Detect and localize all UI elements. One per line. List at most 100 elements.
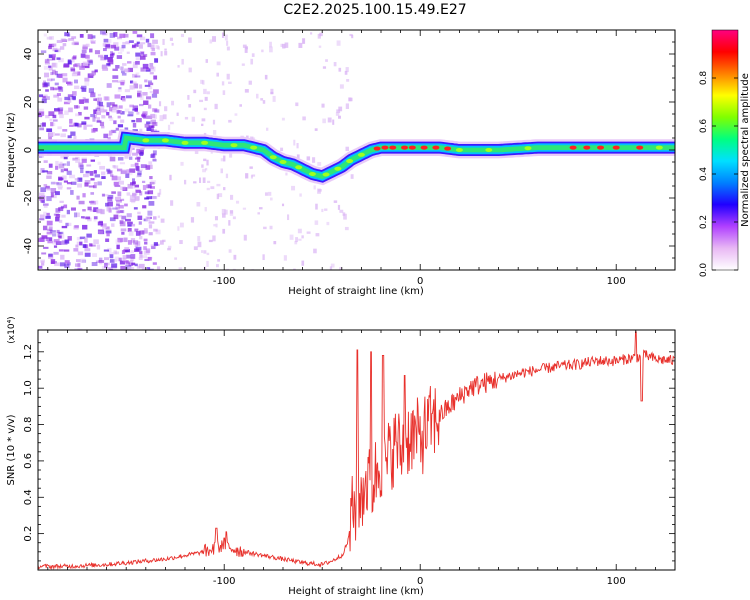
noise-speck	[228, 81, 232, 84]
noise-speck	[96, 117, 100, 122]
noise-speck	[54, 133, 60, 136]
noise-speck	[119, 260, 125, 265]
noise-speck	[111, 108, 118, 113]
noise-speck	[135, 61, 140, 65]
noise-speck	[74, 85, 80, 90]
noise-speck	[135, 189, 141, 193]
noise-speck	[44, 58, 49, 63]
noise-speck	[95, 97, 99, 102]
noise-speck	[67, 236, 72, 241]
noise-speck	[153, 242, 158, 246]
noise-speck	[103, 262, 108, 268]
noise-speck	[199, 99, 204, 103]
noise-speck	[106, 102, 111, 108]
noise-speck	[56, 93, 61, 97]
noise-speck	[63, 204, 68, 209]
colorbar-tick-label: 0.6	[699, 119, 709, 134]
noise-speck	[142, 92, 148, 96]
noise-speck	[78, 162, 84, 168]
noise-speck	[63, 156, 68, 160]
noise-speck	[120, 265, 126, 270]
noise-speck	[93, 114, 97, 119]
noise-speck	[98, 105, 105, 108]
noise-speck	[80, 85, 87, 90]
noise-speck	[203, 250, 207, 254]
noise-speck	[120, 81, 125, 86]
noise-speck	[67, 94, 74, 98]
noise-speck	[131, 119, 136, 123]
noise-speck	[104, 262, 110, 266]
noise-speck	[105, 230, 112, 234]
noise-speck	[114, 46, 120, 51]
noise-speck	[128, 40, 134, 43]
ridge-peak	[230, 143, 238, 148]
noise-speck	[151, 245, 156, 250]
noise-speck	[91, 262, 98, 267]
noise-speck	[53, 245, 58, 248]
noise-speck	[120, 119, 125, 123]
noise-speck	[48, 65, 53, 71]
noise-speck	[51, 62, 56, 67]
noise-speck	[87, 34, 93, 39]
noise-speck	[57, 48, 61, 53]
noise-speck	[46, 231, 53, 235]
noise-speck	[89, 48, 93, 53]
noise-speck	[78, 111, 82, 116]
y-tick-label: 0	[23, 147, 34, 153]
noise-speck	[294, 241, 298, 245]
noise-speck	[111, 130, 115, 133]
noise-speck	[146, 196, 152, 200]
noise-speck	[147, 210, 153, 216]
noise-speck	[43, 160, 48, 163]
noise-speck	[126, 192, 131, 196]
noise-speck	[39, 218, 45, 221]
noise-speck	[58, 231, 64, 235]
noise-speck	[61, 73, 68, 77]
noise-speck	[121, 170, 127, 174]
noise-speck	[150, 244, 157, 248]
noise-speck	[202, 168, 206, 173]
noise-speck	[148, 82, 154, 86]
noise-speck	[127, 61, 132, 64]
noise-speck	[131, 81, 137, 84]
noise-speck	[154, 109, 160, 113]
noise-speck	[349, 33, 353, 37]
noise-speck	[41, 235, 48, 239]
noise-speck	[283, 255, 287, 261]
noise-speck	[191, 116, 195, 122]
noise-speck	[95, 111, 102, 116]
noise-speck	[169, 37, 173, 41]
noise-speck	[301, 235, 304, 239]
noise-speck	[142, 205, 147, 209]
noise-speck	[119, 33, 126, 38]
noise-speck	[149, 66, 154, 70]
noise-speck	[222, 213, 226, 218]
noise-speck	[110, 51, 114, 56]
noise-speck	[181, 58, 184, 65]
noise-speck	[157, 192, 161, 197]
noise-speck	[77, 183, 83, 188]
noise-speck	[109, 32, 116, 38]
noise-speck	[228, 119, 232, 123]
noise-speck	[314, 128, 318, 131]
noise-speck	[88, 200, 95, 204]
noise-speck	[139, 84, 143, 89]
noise-speck	[57, 126, 62, 130]
noise-speck	[137, 215, 143, 220]
noise-speck	[60, 153, 64, 159]
x-tick-label: -100	[213, 576, 236, 587]
noise-speck	[206, 91, 210, 95]
noise-speck	[242, 44, 247, 48]
ridge-peak	[279, 160, 287, 164]
noise-speck	[139, 251, 143, 254]
noise-speck	[54, 70, 58, 76]
noise-speck	[221, 32, 225, 38]
noise-speck	[112, 207, 118, 210]
noise-speck	[153, 228, 158, 232]
noise-speck	[180, 33, 184, 38]
noise-speck	[179, 240, 183, 245]
noise-speck	[55, 241, 62, 245]
noise-speck	[49, 230, 56, 233]
noise-speck	[149, 72, 154, 75]
noise-speck	[146, 115, 153, 119]
